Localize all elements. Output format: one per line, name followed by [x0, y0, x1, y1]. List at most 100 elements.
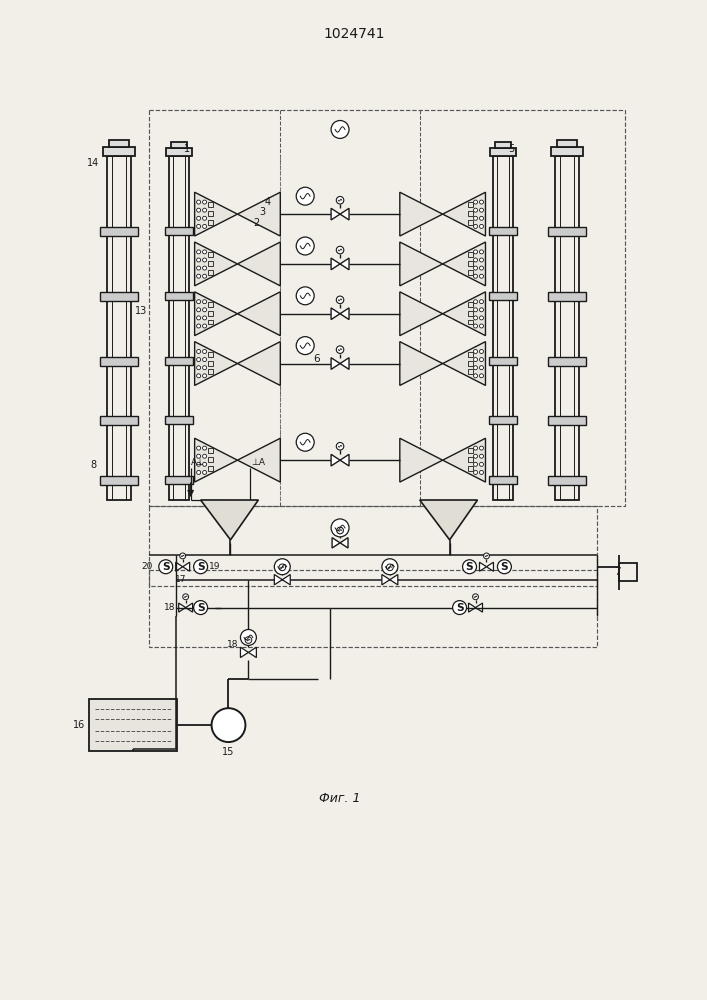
- Circle shape: [484, 553, 489, 559]
- Circle shape: [474, 462, 477, 466]
- Polygon shape: [340, 538, 348, 548]
- Circle shape: [474, 258, 477, 262]
- Polygon shape: [400, 438, 443, 482]
- Polygon shape: [194, 342, 238, 385]
- Circle shape: [203, 324, 206, 328]
- Circle shape: [474, 308, 477, 312]
- Bar: [208, 320, 213, 324]
- Circle shape: [474, 316, 477, 320]
- Circle shape: [180, 553, 186, 559]
- Circle shape: [245, 637, 252, 643]
- Bar: [557, 140, 577, 147]
- Text: S: S: [197, 562, 204, 572]
- Bar: [489, 476, 518, 484]
- Bar: [100, 227, 138, 236]
- Polygon shape: [332, 538, 340, 548]
- Text: 17: 17: [175, 575, 186, 584]
- Circle shape: [240, 629, 257, 645]
- Circle shape: [474, 454, 477, 458]
- Circle shape: [479, 274, 484, 278]
- Circle shape: [479, 258, 484, 262]
- Bar: [548, 416, 586, 425]
- Circle shape: [479, 316, 484, 320]
- Bar: [165, 416, 192, 424]
- Bar: [467, 466, 472, 471]
- Polygon shape: [186, 603, 192, 612]
- Bar: [208, 202, 213, 207]
- Polygon shape: [194, 292, 238, 336]
- Polygon shape: [476, 603, 482, 612]
- Polygon shape: [179, 603, 186, 612]
- Bar: [496, 142, 511, 148]
- Text: S: S: [162, 562, 170, 572]
- Circle shape: [479, 216, 484, 220]
- Polygon shape: [469, 603, 476, 612]
- Text: 4: 4: [264, 197, 271, 207]
- Polygon shape: [340, 208, 349, 220]
- Circle shape: [197, 462, 201, 466]
- Polygon shape: [194, 438, 238, 482]
- Polygon shape: [176, 562, 182, 571]
- Text: 19: 19: [209, 562, 220, 571]
- Polygon shape: [400, 192, 443, 236]
- Bar: [208, 361, 213, 366]
- Bar: [467, 352, 472, 357]
- Circle shape: [182, 594, 189, 600]
- Polygon shape: [331, 208, 340, 220]
- Polygon shape: [400, 342, 443, 385]
- Circle shape: [197, 224, 201, 228]
- Circle shape: [197, 208, 201, 212]
- Bar: [491, 148, 516, 156]
- Bar: [107, 156, 131, 500]
- Circle shape: [203, 308, 206, 312]
- Circle shape: [479, 266, 484, 270]
- Bar: [467, 361, 472, 366]
- Bar: [493, 156, 513, 500]
- Text: S: S: [456, 603, 463, 613]
- Polygon shape: [400, 292, 443, 336]
- Text: 20: 20: [141, 562, 153, 571]
- Circle shape: [479, 300, 484, 304]
- Polygon shape: [194, 242, 238, 286]
- Polygon shape: [201, 500, 258, 540]
- Circle shape: [203, 462, 206, 466]
- Bar: [208, 211, 213, 216]
- Circle shape: [203, 224, 206, 228]
- Bar: [467, 202, 472, 207]
- Bar: [208, 448, 213, 453]
- Bar: [548, 227, 586, 236]
- Circle shape: [382, 559, 398, 575]
- Polygon shape: [486, 562, 493, 571]
- Bar: [489, 357, 518, 365]
- Polygon shape: [420, 500, 477, 540]
- Bar: [100, 292, 138, 301]
- Circle shape: [474, 274, 477, 278]
- Bar: [208, 311, 213, 316]
- Circle shape: [474, 216, 477, 220]
- Bar: [548, 292, 586, 301]
- Circle shape: [197, 274, 201, 278]
- Circle shape: [474, 324, 477, 328]
- Circle shape: [337, 246, 344, 254]
- Text: А⊥: А⊥: [191, 458, 204, 467]
- Circle shape: [337, 527, 344, 534]
- Circle shape: [474, 250, 477, 254]
- Circle shape: [197, 358, 201, 362]
- Bar: [489, 292, 518, 300]
- Bar: [467, 252, 472, 257]
- Circle shape: [474, 349, 477, 353]
- Bar: [489, 227, 518, 235]
- Circle shape: [159, 560, 173, 574]
- Circle shape: [479, 358, 484, 362]
- Circle shape: [197, 200, 201, 204]
- Polygon shape: [238, 192, 280, 236]
- Polygon shape: [340, 258, 349, 270]
- Bar: [548, 357, 586, 366]
- Circle shape: [331, 120, 349, 138]
- Bar: [165, 357, 192, 365]
- Circle shape: [337, 442, 344, 450]
- Polygon shape: [238, 292, 280, 336]
- Polygon shape: [182, 562, 189, 571]
- Circle shape: [203, 216, 206, 220]
- Bar: [548, 476, 586, 485]
